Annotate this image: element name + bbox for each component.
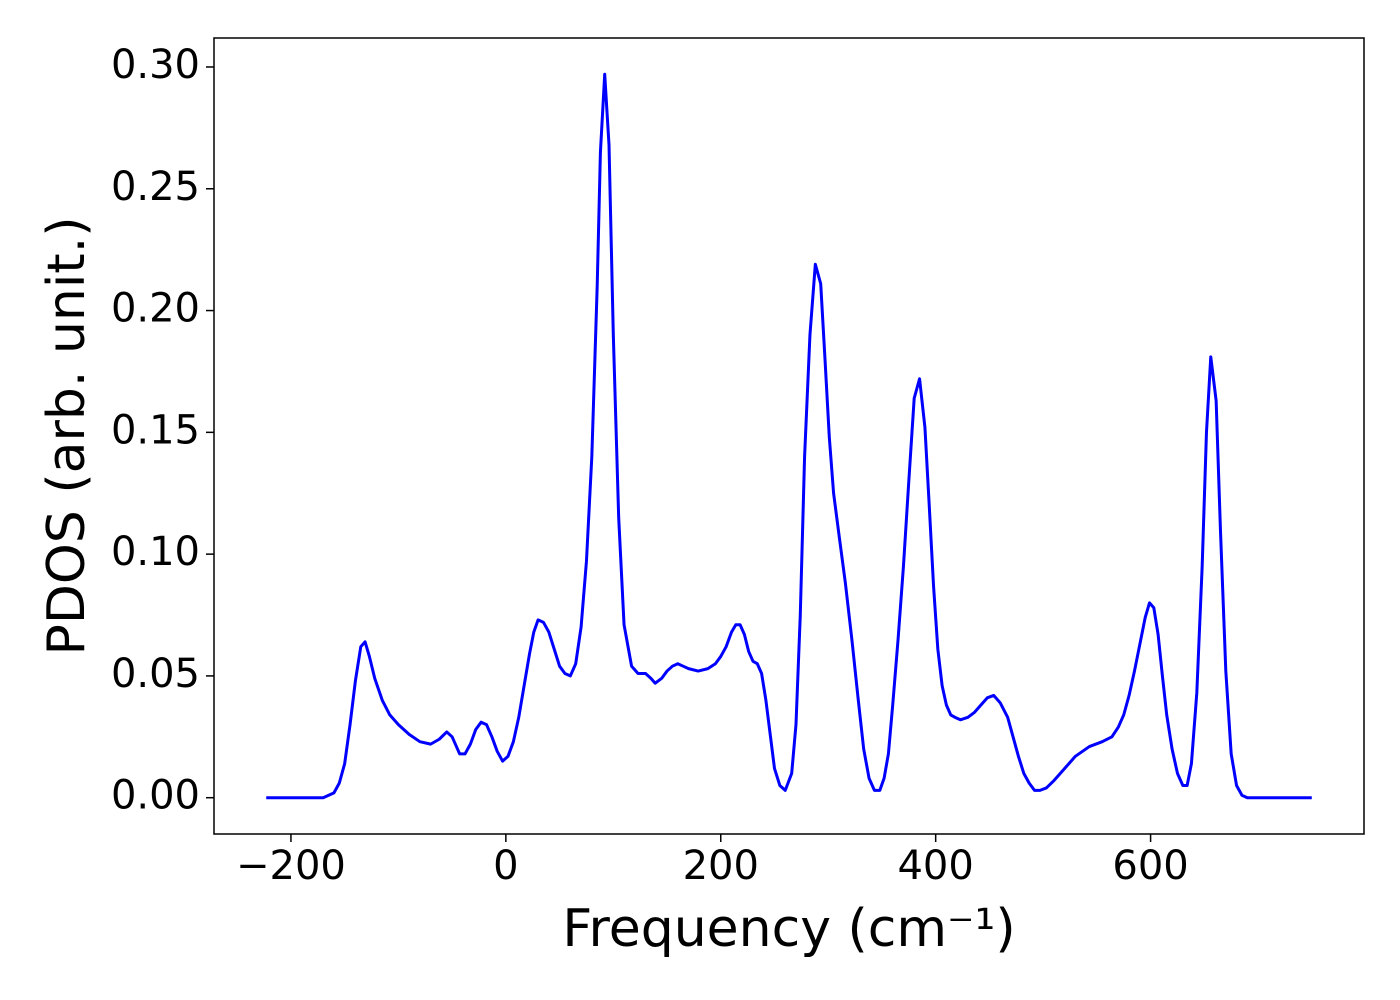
- y-tick-label: 0.10: [111, 529, 200, 575]
- x-tick-label: 600: [1112, 843, 1188, 889]
- x-axis-label: Frequency (cm⁻¹): [562, 899, 1015, 959]
- y-tick-label: 0.00: [111, 773, 200, 819]
- y-tick-label: 0.30: [111, 42, 200, 88]
- plot-frame: [213, 37, 1365, 835]
- y-tick-label: 0.20: [111, 286, 200, 332]
- y-tick-label: 0.05: [111, 651, 200, 697]
- y-tick-label: 0.15: [111, 407, 200, 453]
- line: [266, 72, 1312, 800]
- y-axis-label: PDOS (arb. unit.): [37, 216, 97, 655]
- x-tick-label: 0: [493, 843, 518, 889]
- y-tick-label: 0.25: [111, 164, 200, 210]
- x-tick-label: 200: [683, 843, 759, 889]
- x-tick-label: 400: [897, 843, 973, 889]
- x-tick-label: −200: [236, 843, 346, 889]
